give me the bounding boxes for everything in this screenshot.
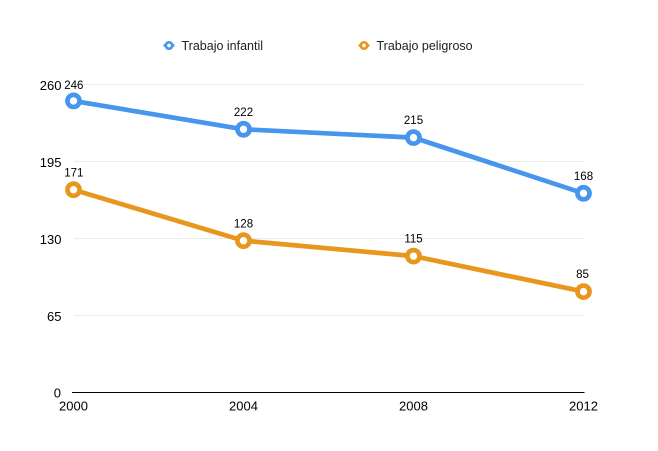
svg-text:0: 0 — [54, 386, 61, 401]
svg-text:Trabajo infantil: Trabajo infantil — [182, 39, 264, 53]
svg-text:2004: 2004 — [229, 399, 258, 414]
svg-text:85: 85 — [576, 269, 589, 281]
svg-text:168: 168 — [574, 171, 593, 183]
svg-text:215: 215 — [404, 115, 423, 127]
svg-text:65: 65 — [47, 309, 61, 324]
svg-text:115: 115 — [404, 234, 422, 246]
svg-text:246: 246 — [64, 80, 83, 92]
svg-text:2012: 2012 — [569, 399, 598, 414]
svg-text:171: 171 — [64, 168, 83, 180]
svg-text:2008: 2008 — [399, 399, 428, 414]
svg-text:195: 195 — [40, 155, 62, 170]
svg-text:260: 260 — [40, 78, 62, 93]
svg-text:Trabajo peligroso: Trabajo peligroso — [377, 39, 473, 53]
svg-text:130: 130 — [40, 232, 62, 247]
svg-text:222: 222 — [234, 107, 253, 119]
svg-text:2000: 2000 — [59, 399, 88, 414]
svg-text:128: 128 — [234, 218, 253, 230]
